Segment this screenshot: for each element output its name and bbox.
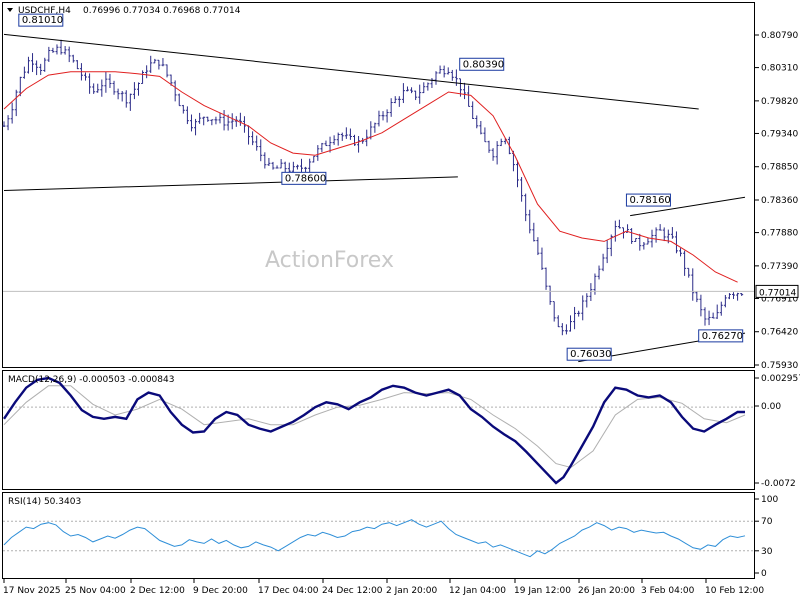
rsi-tick-label: 70	[761, 517, 773, 527]
price-tick-label: 0.79340	[761, 129, 798, 139]
rsi-panel	[2, 492, 755, 579]
watermark: ActionForex	[265, 248, 394, 273]
time-tick-label: 3 Feb 04:00	[641, 586, 695, 596]
price-tick-label: 0.78360	[761, 196, 798, 206]
rsi-tick-label: 30	[761, 547, 773, 557]
rsi-tick-label: 100	[761, 495, 778, 505]
annotation-box	[459, 57, 505, 71]
chart-header: USDCHF,H4 0.76996 0.77034 0.76968 0.7701…	[7, 6, 241, 16]
price-annotation: 0.78160	[625, 193, 671, 207]
price-plot-area: 0.81010 0.80390 0.78600 0.78160 0.76270 0.760…	[2, 13, 754, 363]
rsi-plot-area	[3, 519, 754, 558]
macd-plot-area	[3, 376, 754, 485]
rsi-tick-label: 0	[761, 569, 767, 579]
time-tick-label: 25 Nov 04:00	[65, 586, 126, 596]
price-panel	[2, 2, 755, 368]
macd-axis: 0.002957 0.00 -0.0072	[755, 374, 800, 489]
macd-main-line	[3, 376, 745, 485]
triangle-down-icon[interactable]	[7, 8, 13, 12]
time-tick-label: 19 Jan 12:00	[514, 586, 571, 596]
price-annotations: 0.81010 0.80390 0.78600 0.78160 0.76270 0.760…	[18, 13, 744, 361]
trend-line	[3, 176, 458, 191]
time-tick-label: 2 Jan 20:00	[386, 586, 438, 596]
macd-tick-label: 0.002957	[761, 374, 800, 384]
annotation-box	[566, 347, 612, 361]
price-tick-label: 0.77390	[761, 262, 798, 272]
time-tick-label: 17 Nov 2025	[3, 586, 61, 596]
annotation-box	[281, 171, 327, 185]
rsi-axis: 100 70 30 0	[755, 495, 778, 579]
price-annotation: 0.78600	[281, 171, 327, 185]
price-tick-label: 0.76910	[761, 294, 798, 304]
price-tick-label: 0.79820	[761, 97, 798, 107]
current-price-value: 0.77014	[759, 288, 796, 298]
annotation-label: 0.78160	[629, 195, 670, 206]
ohlc-values: 0.76996 0.77034 0.76968 0.77014	[83, 6, 241, 16]
price-tick-label: 0.77880	[761, 229, 798, 239]
annotation-label: 0.81010	[22, 15, 63, 26]
price-bars	[2, 39, 744, 336]
rsi-title: RSI(14) 50.3403	[8, 497, 81, 507]
annotation-label: 0.78600	[285, 173, 326, 184]
time-tick-label: 2 Dec 12:00	[130, 586, 185, 596]
price-tick-label: 0.75930	[761, 361, 798, 371]
macd-title: MACD(12,26,9) -0.000503 -0.000843	[8, 375, 174, 385]
price-tick-label: 0.76420	[761, 328, 798, 338]
price-annotation: 0.76030	[566, 347, 612, 361]
time-tick-label: 17 Dec 04:00	[258, 586, 319, 596]
price-tick-label: 0.80310	[761, 64, 798, 74]
time-tick-label: 9 Dec 20:00	[193, 586, 248, 596]
time-axis: 17 Nov 2025 25 Nov 04:00 2 Dec 12:00 9 Dec …	[3, 579, 764, 596]
time-tick-label: 10 Feb 12:00	[705, 586, 764, 596]
price-annotation: 0.76270	[698, 329, 744, 343]
annotation-label: 0.76030	[570, 349, 611, 360]
symbol-label: USDCHF,H4	[18, 6, 71, 16]
price-tick-label: 0.78850	[761, 163, 798, 173]
annotation-label: 0.76270	[702, 331, 743, 342]
price-tick-label: 0.80790	[761, 31, 798, 41]
price-annotation: 0.81010	[18, 13, 64, 27]
macd-tick-label: -0.0072	[761, 479, 796, 489]
time-tick-label: 12 Jan 04:00	[449, 586, 506, 596]
current-price-label: 0.77014	[755, 284, 799, 298]
moving-average-line	[3, 71, 738, 283]
time-tick-label: 26 Jan 20:00	[578, 586, 635, 596]
price-axis: 0.80790 0.80310 0.79820 0.79340 0.78850 0.783…	[755, 31, 798, 371]
annotation-box	[625, 193, 671, 207]
annotation-box	[698, 329, 744, 343]
macd-panel	[2, 370, 755, 490]
macd-tick-label: 0.00	[761, 402, 781, 412]
time-tick-label: 24 Dec 12:00	[322, 586, 383, 596]
annotation-box	[18, 13, 64, 27]
annotation-label: 0.80390	[463, 59, 504, 70]
trend-line	[3, 33, 699, 110]
current-price-box	[755, 284, 799, 298]
rsi-line	[3, 519, 746, 558]
trend-line	[630, 196, 746, 217]
price-annotation: 0.80390	[459, 57, 505, 71]
